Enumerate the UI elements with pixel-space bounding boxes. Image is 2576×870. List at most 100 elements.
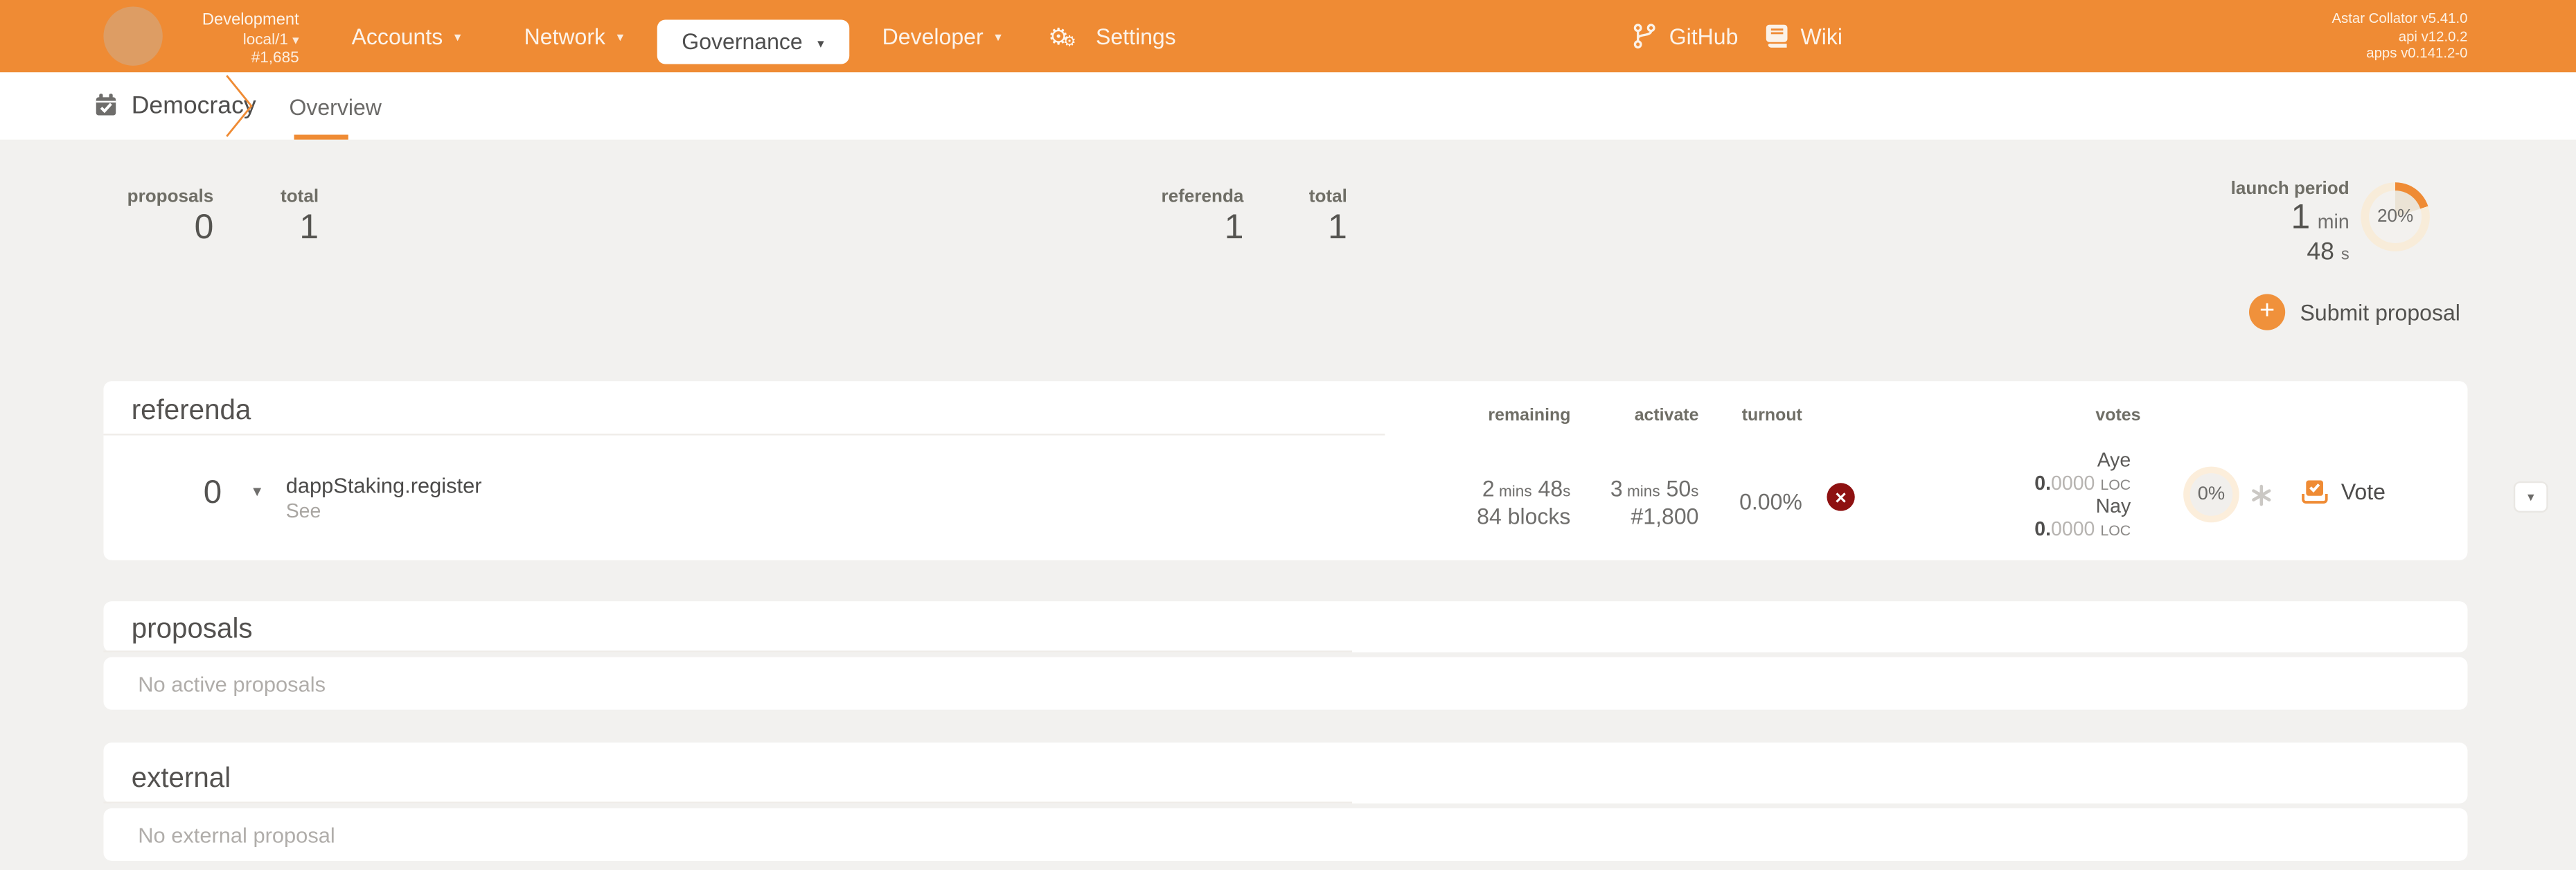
nay-value: 0.0000 LOC [2034,516,2131,540]
book-icon [1766,24,1788,47]
vote-button-label: Vote [2340,479,2386,505]
chevron-down-icon [2528,490,2534,504]
proposals-title: proposals [131,612,253,644]
nav-accounts[interactable]: Accounts [352,0,461,72]
chain-name: Development [202,11,299,30]
nav-network-label: Network [524,24,606,48]
external-empty-text: No external proposal [138,822,335,847]
apps-version: apps v0.141.2-0 [2366,44,2468,62]
proposal-detail-link[interactable]: See [285,499,321,523]
vote-button[interactable]: Vote [2302,479,2386,505]
activate-time: 3 mins 50s [1610,476,1699,501]
nav-developer-label: Developer [882,24,984,48]
chevron-down-icon [817,34,824,51]
github-link[interactable]: GitHub [1633,0,1739,72]
calendar-check-icon [96,94,116,116]
tab-overview-underline [294,134,348,140]
referenda-table: referenda remaining activate turnout vot… [103,381,2548,560]
referenda-title: referenda [131,394,251,426]
node-version: Astar Collator v5.41.0 [2331,10,2468,26]
proposals-table-header: proposals [103,601,2468,652]
git-branch-icon [1633,24,1655,48]
chain-selector[interactable]: Development local/1 #1,685 [151,10,299,68]
stat-launch-period: launch period 1 min 48 s [2231,179,2350,268]
nav-network[interactable]: Network [524,0,624,72]
version-info: Astar Collator v5.41.0 api v12.0.2 apps … [2331,10,2467,62]
nav-settings-label: Settings [1095,24,1176,48]
stat-proposals-total-label: total [281,187,319,207]
launch-period-progress: 20% [2377,206,2414,227]
nav-governance-label: Governance [682,29,803,55]
cell-turnout: 0.00% [1739,489,1802,515]
tabbar: Democracy Overview [0,72,2576,140]
stat-proposals-total-value: 1 [299,208,319,247]
tab-overview[interactable]: Overview [289,95,382,121]
approval-percent-badge: 0% [2183,466,2239,523]
proposals-empty-row: No active proposals [103,657,2468,710]
nav-developer[interactable]: Developer [882,0,1002,72]
nav-accounts-label: Accounts [351,24,443,48]
external-table-header: external [103,743,2468,804]
nav-settings[interactable]: Settings [1048,0,1176,72]
best-block: #1,685 [251,49,299,68]
expand-row-caret-icon[interactable] [253,483,261,501]
plus-icon [2249,294,2286,330]
launch-period-label: launch period [2230,179,2350,199]
stat-referenda-total: total 1 [1265,187,1347,246]
header-divider [103,434,1385,436]
aye-label: Aye [2097,448,2131,472]
stat-referenda-label: referenda [1161,187,1244,207]
failing-status-icon [1827,483,1855,511]
stat-proposals-label: proposals [127,187,214,207]
column-header-votes: votes [2095,405,2141,426]
column-header-activate: activate [1634,405,1699,426]
chevron-down-icon [292,31,299,48]
stat-proposals: proposals 0 [98,187,214,246]
column-header-remaining: remaining [1488,405,1571,426]
stat-referenda: referenda 1 [1128,187,1244,247]
stat-referenda-value: 1 [1224,208,1244,247]
launch-period-minutes: 1 min [2291,198,2350,237]
launch-period-donut: 20% [2361,182,2430,251]
header-divider [103,801,1352,804]
submit-proposal-button[interactable]: Submit proposal [2249,294,2460,330]
cell-remaining: 2 mins 48s 84 blocks [1369,476,1571,529]
launch-period-seconds: 48 s [2307,238,2350,267]
header-divider [103,650,1352,652]
cell-activate: 3 mins 50s #1,800 [1497,477,1699,529]
nav-governance-active[interactable]: Governance [657,19,849,64]
wiki-label: Wiki [1800,24,1842,48]
referendum-proposal: dappStaking.register See [286,474,482,522]
ballot-box-icon [2302,480,2328,504]
stat-proposals-total: total 1 [237,187,319,246]
asterisk-icon [2252,484,2271,506]
remaining-blocks: 84 blocks [1477,504,1571,529]
breadcrumb-chevron-icon [226,75,253,137]
approval-percent: 0% [2197,484,2226,505]
node-name: local/1 [151,31,299,49]
chain-logo[interactable] [103,6,163,66]
github-label: GitHub [1669,24,1739,48]
breadcrumb-section: Democracy [131,91,256,121]
cell-votes: Aye 0.0000 LOC Nay 0.0000 LOC [1927,450,2131,542]
api-version: api v12.0.2 [2398,27,2468,44]
proposal-method: dappStaking.register [285,473,482,498]
chevron-down-icon [454,28,461,44]
stat-referenda-total-label: total [1308,187,1347,207]
wiki-link[interactable]: Wiki [1766,0,1842,72]
aye-value: 0.0000 LOC [2034,470,2131,494]
topbar: Development local/1 #1,685 Accounts Netw… [0,0,2576,73]
vote-options-dropdown[interactable] [2513,481,2548,513]
gears-icon [1048,19,1081,52]
external-title: external [131,762,231,794]
activate-block: #1,800 [1631,504,1699,529]
submit-proposal-label: Submit proposal [2300,299,2460,325]
remaining-time: 2 mins 48s [1482,476,1571,501]
chevron-down-icon [995,28,1002,44]
column-header-turnout: turnout [1741,405,1802,426]
external-empty-row: No external proposal [103,808,2468,861]
proposals-empty-text: No active proposals [138,671,326,696]
referendum-id: 0 [203,474,222,511]
chevron-down-icon [617,28,624,44]
